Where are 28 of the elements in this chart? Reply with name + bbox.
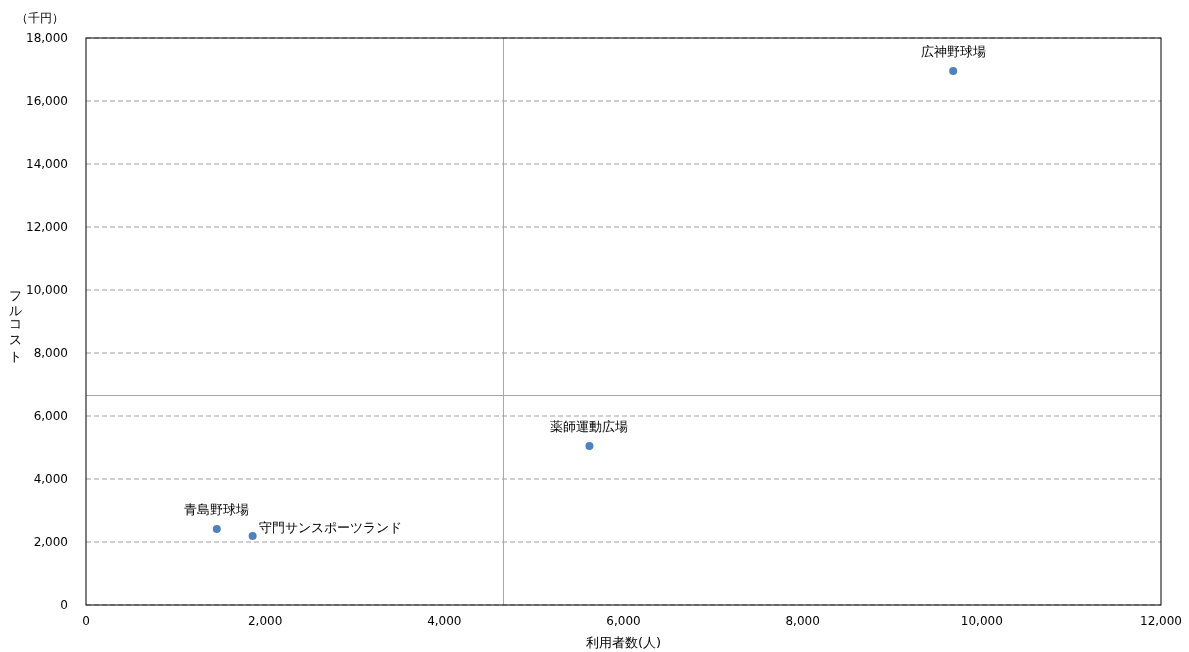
y-tick-label: 18,000 — [26, 31, 68, 45]
x-axis-title: 利用者数(人) — [585, 635, 662, 650]
y-tick-label: 2,000 — [33, 535, 68, 549]
y-tick-label: 0 — [60, 598, 68, 612]
series-label: 広神野球場 — [920, 44, 986, 60]
x-tick-label: 6,000 — [606, 614, 641, 628]
y-tick-label: 16,000 — [26, 94, 68, 108]
text: （千円） — [16, 11, 64, 25]
series-label: 守門サンスポーツランド — [258, 520, 402, 536]
point — [212, 525, 221, 534]
y-tick-label: 10,000 — [26, 283, 68, 297]
point — [248, 532, 257, 541]
y-tick-label: 4,000 — [33, 472, 68, 486]
y-tick-label: 12,000 — [26, 220, 68, 234]
x-tick-label: 2,000 — [247, 614, 283, 628]
series-label: 薬師運動広場 — [550, 418, 629, 434]
y-tick-label: 6,000 — [33, 409, 68, 423]
y-tick-label: 14,000 — [26, 157, 68, 171]
x-tick-label: 10,000 — [960, 614, 1003, 628]
x-tick-label: 4,000 — [427, 614, 462, 628]
point — [585, 441, 594, 450]
point — [949, 67, 958, 76]
x-tick-label: 8,000 — [785, 614, 820, 628]
series-label: 青島野球場 — [184, 502, 250, 518]
y-axis-title: フルコスト — [8, 281, 24, 363]
x-tick-label: 0 — [82, 614, 90, 628]
y-tick-label: 8,000 — [33, 346, 68, 360]
x-tick-label: 12,000 — [1140, 614, 1182, 628]
